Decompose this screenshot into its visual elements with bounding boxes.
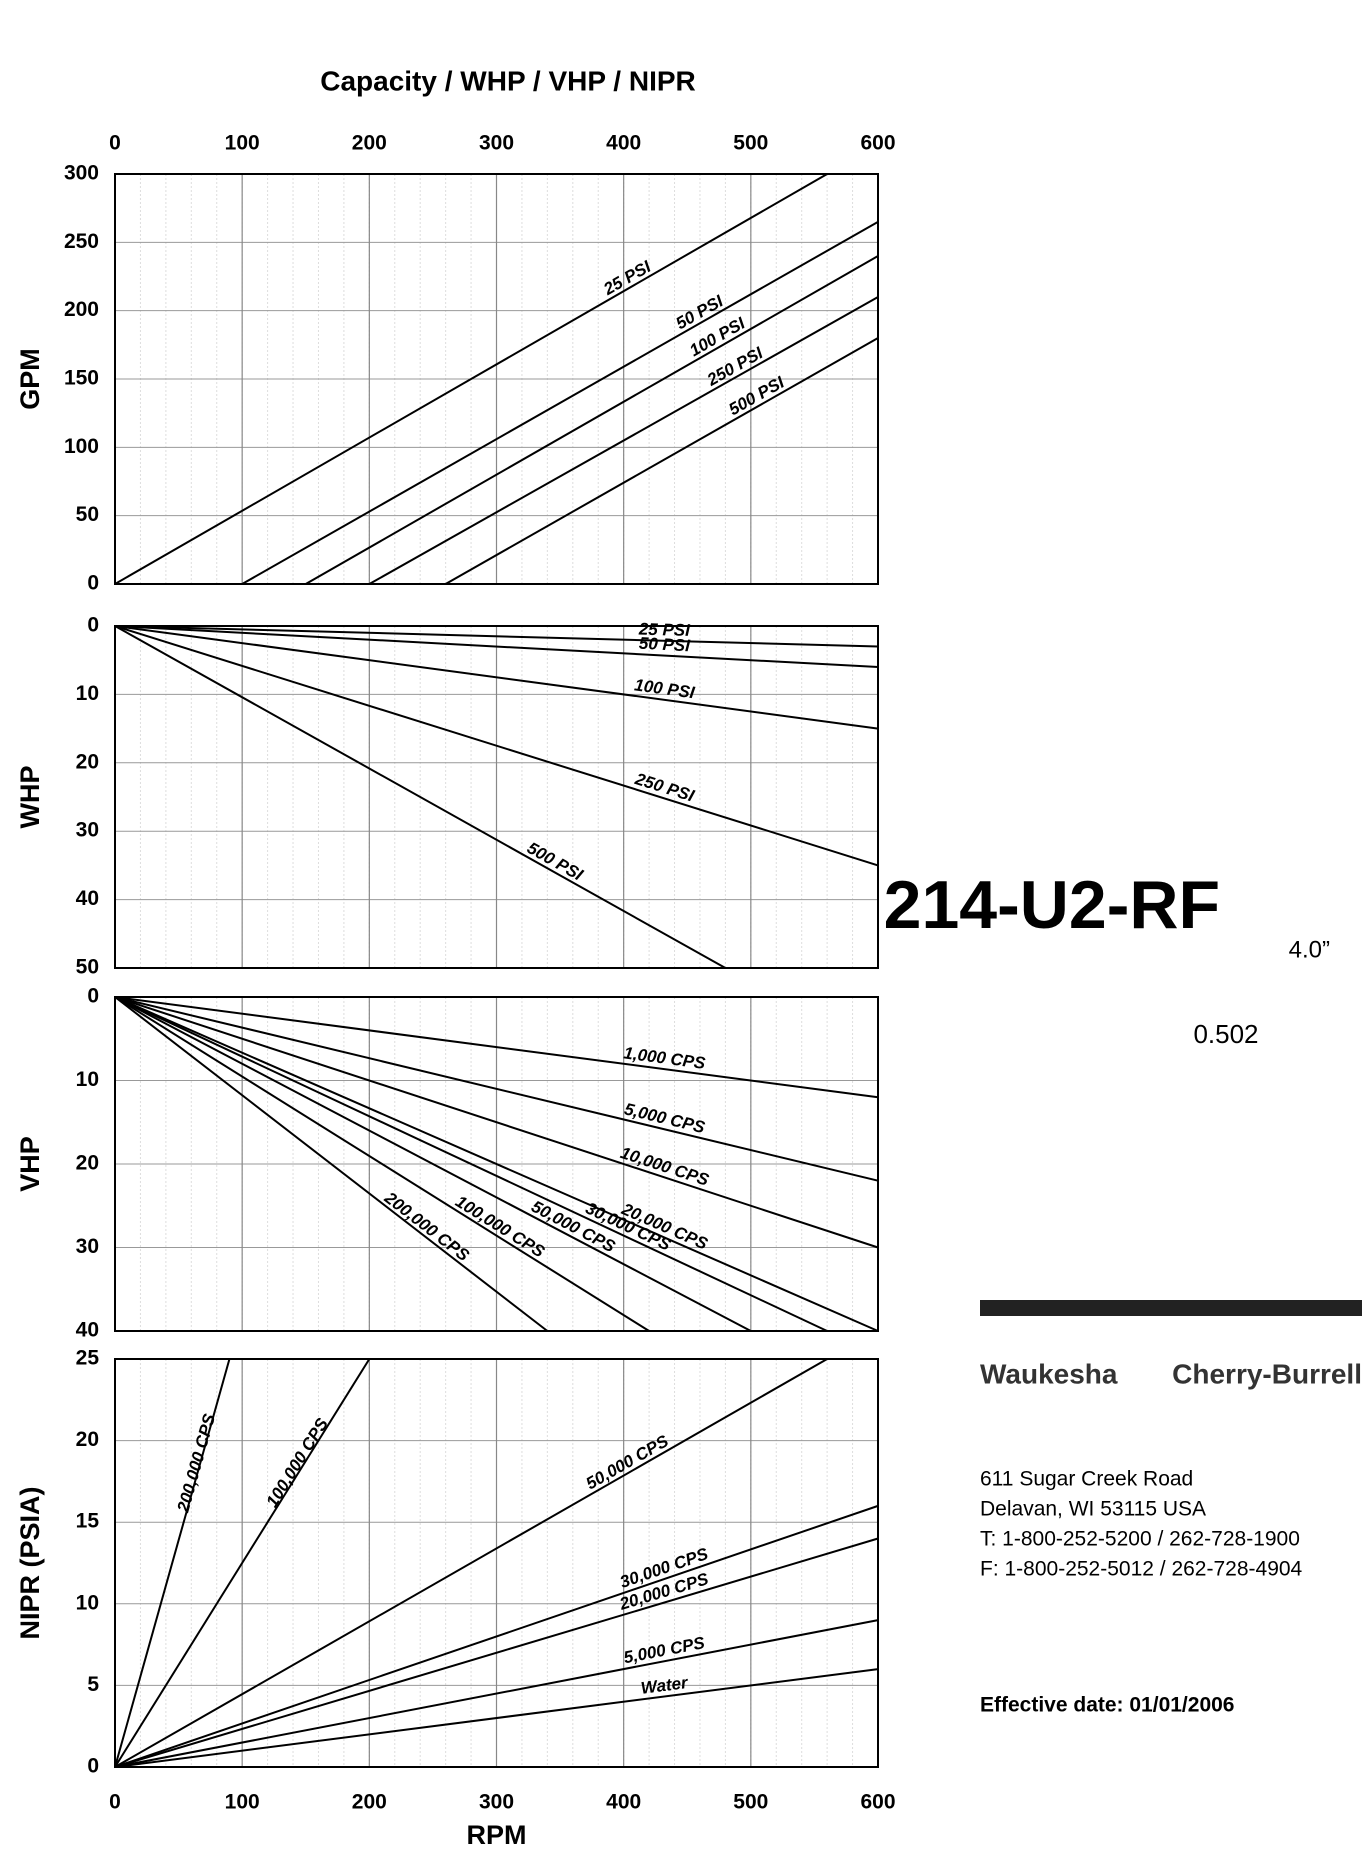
series-line [114,1358,371,1768]
x-tick-label: 300 [479,1791,514,1814]
plot-frame [114,1358,879,1768]
y-tick-label: 300 [64,162,99,185]
y-tick-label: 20 [76,1428,99,1451]
line-label: 500 PSI [524,838,587,885]
line-label: 100 PSI [633,675,697,702]
line-label: 25 PSI [638,620,692,640]
y-axis-label: NIPR (PSIA) [15,1486,45,1639]
y-tick-label: 40 [76,1319,99,1342]
x-tick-label: 600 [860,1791,895,1814]
y-tick-label: 20 [76,750,99,773]
line-label: 250 PSI [632,769,698,806]
y-tick-label: 5 [87,1673,99,1696]
address-line: F: 1-800-252-5012 / 262-728-4904 [980,1558,1303,1581]
y-tick-label: 150 [64,367,99,390]
series-line [114,996,879,1332]
series-line [368,296,879,585]
series-line [241,220,879,585]
plot-frame [114,996,879,1332]
displacement: 0.502 [1193,1019,1258,1049]
x-tick-label: 300 [479,132,514,155]
y-axis-label: GPM [15,348,45,410]
series-line [305,255,879,585]
series-line [114,996,879,1182]
brand-right: Cherry-Burrell [1172,1358,1362,1389]
plot-frame [114,625,879,969]
x-axis-label: RPM [467,1820,527,1850]
series-line [114,1358,828,1768]
y-tick-label: 25 [76,1347,100,1370]
x-tick-label: 200 [352,1791,387,1814]
y-tick-label: 20 [76,1152,99,1175]
series-line [445,337,879,585]
x-tick-label: 400 [606,132,641,155]
series-line [114,996,828,1332]
line-label: 5,000 CPS [622,1099,707,1137]
y-tick-label: 50 [76,503,99,526]
y-tick-label: 30 [76,819,99,842]
series-line [114,1668,879,1768]
address-line: 611 Sugar Creek Road [980,1468,1193,1491]
line-label: 100,000 CPS [262,1414,332,1510]
series-line [114,996,879,1099]
series-line [114,625,726,969]
x-tick-label: 500 [733,132,768,155]
port-size: 4.0” [1289,936,1330,963]
series-line [114,996,650,1332]
x-tick-label: 0 [109,1791,121,1814]
y-tick-label: 30 [76,1235,99,1258]
series-line [114,625,879,730]
y-tick-label: 0 [87,572,99,595]
y-tick-label: 10 [76,1068,99,1091]
x-tick-label: 600 [860,132,895,155]
y-axis-label: WHP [15,766,45,829]
y-tick-label: 10 [76,682,99,705]
line-label: 200,000 CPS [173,1411,219,1515]
x-tick-label: 500 [733,1791,768,1814]
address-line: Delavan, WI 53115 USA [980,1498,1206,1521]
effective-date: Effective date: 01/01/2006 [980,1694,1234,1717]
series-line [114,1537,879,1768]
y-tick-label: 40 [76,887,99,910]
series-line [114,625,879,648]
y-tick-label: 200 [64,298,99,321]
x-tick-label: 0 [109,132,121,155]
y-tick-label: 100 [64,435,99,458]
series-line [114,1504,879,1768]
address-line: T: 1-800-252-5200 / 262-728-1900 [980,1528,1300,1551]
x-tick-label: 200 [352,132,387,155]
y-axis-label: VHP [15,1136,45,1192]
x-tick-label: 400 [606,1791,641,1814]
x-tick-label: 100 [225,132,260,155]
x-tick-label: 100 [225,1791,260,1814]
series-line [114,625,879,669]
brand-left: Waukesha [980,1358,1118,1389]
chart-title: Capacity / WHP / VHP / NIPR [320,65,696,96]
series-line [114,1358,231,1768]
series-line [114,996,752,1332]
line-label: 50 PSI [638,634,691,656]
y-tick-label: 250 [64,230,99,253]
series-line [114,996,879,1249]
logo-bar [980,1300,1362,1316]
y-tick-label: 0 [87,1755,99,1778]
series-line [114,625,879,867]
series-line [114,173,828,585]
y-tick-label: 15 [76,1510,100,1533]
series-line [114,996,548,1332]
model: 214-U2-RF [884,867,1220,943]
y-tick-label: 10 [76,1591,99,1614]
series-line [114,1619,879,1768]
y-tick-label: 0 [87,614,99,637]
plot-frame [114,173,879,585]
y-tick-label: 50 [76,956,99,979]
y-tick-label: 0 [87,985,99,1008]
